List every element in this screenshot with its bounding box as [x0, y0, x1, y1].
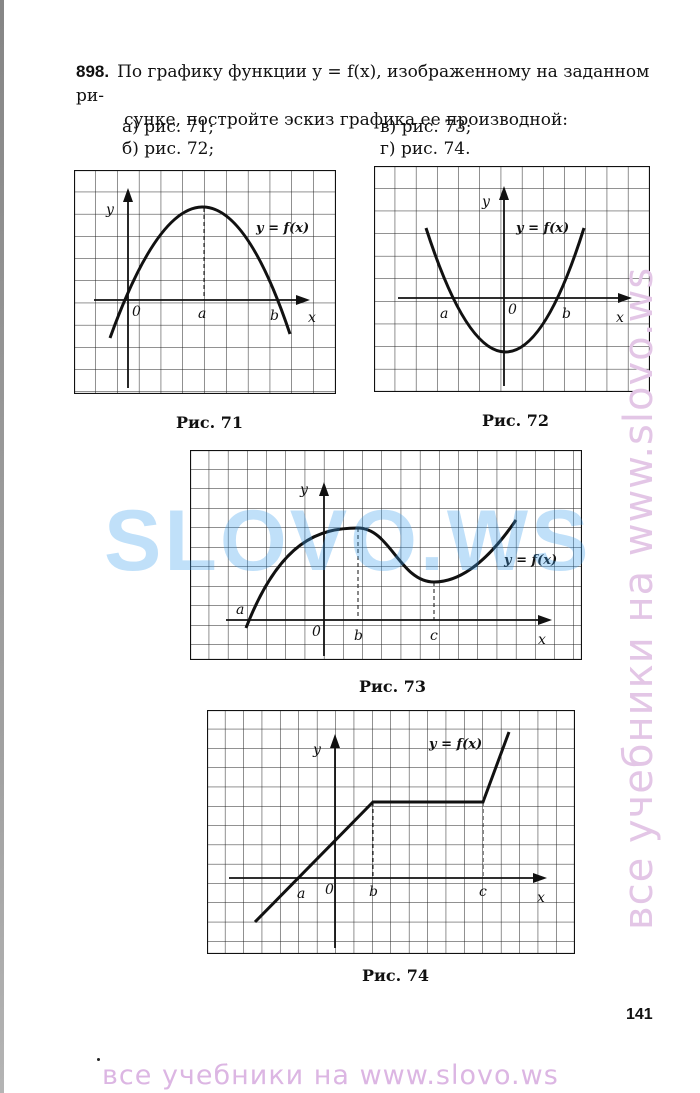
- grid: [190, 450, 582, 660]
- origin-label: 0: [132, 304, 141, 320]
- c-label: c: [479, 884, 487, 900]
- problem-898: 898. По графику функции y = f(x), изображ…: [76, 60, 656, 132]
- func-label: y = f(x): [515, 221, 569, 236]
- caption-71: Рис. 71: [176, 413, 244, 432]
- figure-74: y 0 a b c x y = f(x): [207, 710, 575, 954]
- figure-72: y 0 a b x y = f(x): [374, 166, 650, 392]
- a-label: a: [297, 886, 305, 902]
- y-label: y: [105, 202, 115, 218]
- origin-label: 0: [325, 882, 334, 898]
- caption-72: Рис. 72: [482, 411, 550, 430]
- a-label: a: [440, 306, 448, 322]
- curve: [108, 205, 292, 339]
- watermark-bottom: все учебники на www.slovo.ws: [102, 1060, 559, 1091]
- y-axis-arrow: [330, 734, 340, 748]
- b-label: b: [354, 628, 363, 644]
- func-label: y = f(x): [503, 553, 557, 568]
- x-axis-arrow: [296, 295, 310, 305]
- item-a: а) рис. 71;: [122, 117, 215, 137]
- curve: [244, 519, 518, 629]
- func-label: y = f(x): [255, 221, 309, 236]
- caption-74: Рис. 74: [362, 966, 430, 985]
- page-number: 141: [626, 1006, 653, 1023]
- grid: [207, 710, 575, 954]
- x-axis-arrow: [618, 293, 632, 303]
- a-label: a: [198, 306, 206, 322]
- curve: [253, 731, 511, 924]
- curve: [424, 227, 586, 354]
- page-edge-shadow: [0, 0, 4, 1093]
- b-label: b: [369, 884, 378, 900]
- origin-label: 0: [508, 302, 517, 318]
- x-label: x: [538, 632, 546, 648]
- y-axis-arrow: [319, 482, 329, 496]
- x-label: x: [308, 310, 316, 326]
- problem-line-1: 898. По графику функции y = f(x), изображ…: [76, 60, 656, 108]
- watermark-center: SLOVO.WS: [104, 493, 592, 589]
- y-label: y: [481, 194, 491, 210]
- speck: [97, 1058, 100, 1061]
- func-label: y = f(x): [428, 737, 482, 752]
- item-g: г) рис. 74.: [380, 139, 471, 159]
- figure-73: y 0 a b c x y = f(x): [190, 450, 582, 660]
- a-label: a: [236, 602, 244, 618]
- caption-73: Рис. 73: [359, 677, 427, 696]
- watermark-side: все учебники на www.slovo.ws: [616, 266, 662, 930]
- grid: [374, 166, 650, 392]
- x-axis-arrow: [533, 873, 547, 883]
- b-label: b: [562, 306, 571, 322]
- y-label: y: [299, 482, 309, 498]
- x-label: x: [616, 310, 624, 326]
- item-b: б) рис. 72;: [122, 139, 215, 159]
- problem-text-1: По графику функции y = f(x), изображенно…: [76, 62, 650, 106]
- x-label: x: [537, 890, 545, 906]
- problem-number: 898.: [76, 62, 110, 81]
- origin-label: 0: [312, 624, 321, 640]
- y-label: y: [312, 742, 322, 758]
- y-axis-arrow: [123, 188, 133, 202]
- c-label: c: [430, 628, 438, 644]
- figure-71: y 0 a b x y = f(x): [74, 170, 336, 394]
- item-v: в) рис. 73;: [380, 117, 472, 137]
- x-axis-arrow: [538, 615, 552, 625]
- b-label: b: [270, 308, 279, 324]
- problem-line-2: сунке, постройте эскиз графика ее произв…: [124, 110, 569, 130]
- y-axis-arrow: [499, 186, 509, 200]
